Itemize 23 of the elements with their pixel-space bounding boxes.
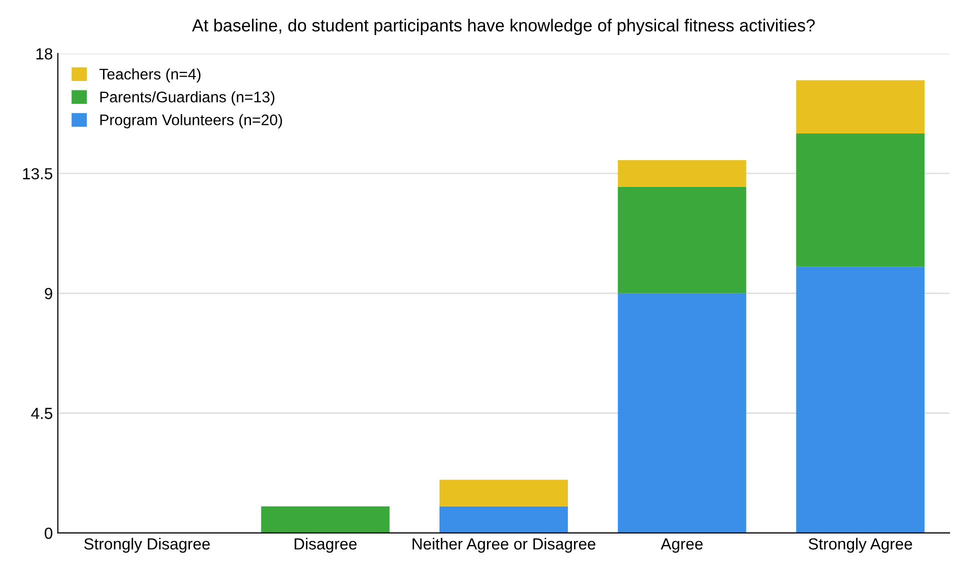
bar xyxy=(618,160,746,187)
y-tick-label: 9 xyxy=(44,288,52,300)
bar xyxy=(618,293,746,533)
bar xyxy=(796,266,925,533)
x-tick-label: Strongly Agree xyxy=(808,538,912,553)
legend-label: Parents/Guardians (n=13) xyxy=(100,91,274,106)
y-tick-label: 0 xyxy=(44,528,52,539)
bar xyxy=(439,480,568,506)
bar xyxy=(261,506,390,533)
bar xyxy=(618,186,746,294)
bar xyxy=(796,80,925,134)
chart-title: At baseline, do student participants have knowledge of physical fitness activities? xyxy=(192,18,815,35)
y-tick-label: 4.5 xyxy=(31,408,52,420)
x-tick-label: Neither Agree or Disagree xyxy=(412,538,596,553)
bar xyxy=(796,133,925,267)
x-tick-label: Disagree xyxy=(294,538,357,553)
y-tick-label: 13.5 xyxy=(23,168,52,180)
legend-label: Teachers (n=4) xyxy=(99,68,200,83)
x-tick-label: Strongly Disagree xyxy=(84,538,210,553)
bar xyxy=(439,506,568,533)
x-tick-label: Agree xyxy=(660,538,703,553)
y-tick-label: 18 xyxy=(36,48,52,60)
legend-label: Program Volunteers (n=20) xyxy=(100,114,282,128)
